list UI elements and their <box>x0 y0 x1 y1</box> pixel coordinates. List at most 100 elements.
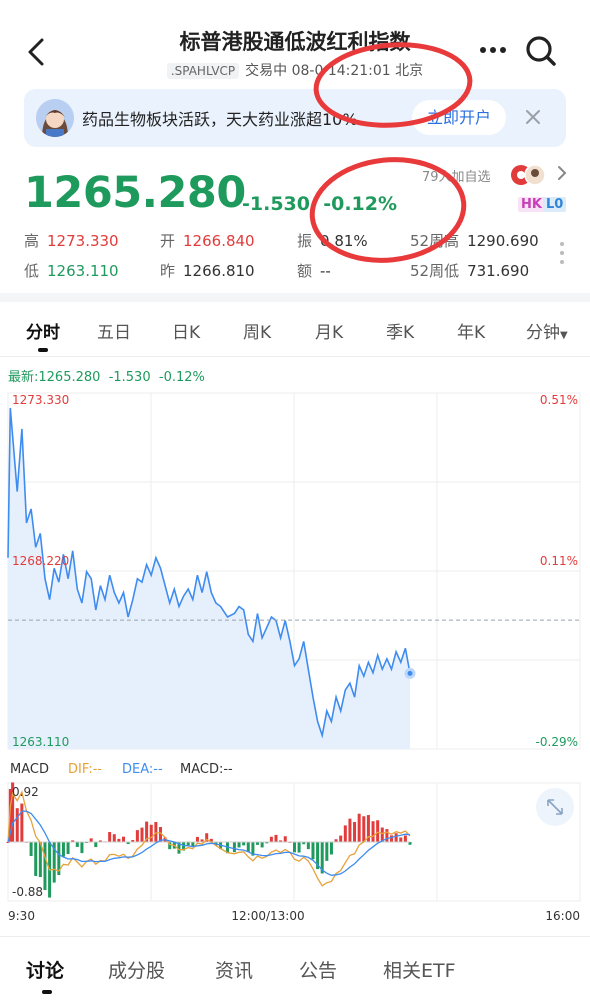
x-label-close: 16:00 <box>545 909 580 923</box>
macd-value: MACD:-- <box>180 762 233 777</box>
tab-quarterly-k[interactable]: 季K <box>386 323 415 343</box>
macd-bar <box>191 842 195 847</box>
stat-open: 开 1266.840 <box>160 232 255 250</box>
price-area <box>8 408 410 749</box>
open-account-button[interactable]: 立即开户 <box>412 100 506 135</box>
macd-bar <box>306 842 310 850</box>
stat-amplitude: 振 0.81% <box>297 232 368 250</box>
l0-badge: L0 <box>543 197 567 212</box>
macd-bar <box>311 842 315 860</box>
tabs-divider <box>0 356 590 357</box>
tab-monthly-k[interactable]: 月K <box>315 323 344 343</box>
promo-banner[interactable]: 药品生物板块活跃，天大药业涨超10% 立即开户 <box>24 89 566 147</box>
macd-bar <box>75 842 79 847</box>
tab-yearly-k[interactable]: 年K <box>457 323 486 343</box>
macd-bar <box>145 821 149 842</box>
tab-intraday[interactable]: 分时 <box>26 323 60 343</box>
tab-announcements[interactable]: 公告 <box>299 960 338 982</box>
macd-bar <box>131 840 135 842</box>
macd-bar <box>20 803 24 842</box>
macd-bar <box>98 840 102 842</box>
macd-bar <box>334 839 338 842</box>
macd-bar <box>376 820 380 842</box>
macd-bar <box>246 842 250 853</box>
close-icon[interactable] <box>522 106 544 128</box>
y-right-top: 0.51% <box>540 393 578 407</box>
y-right-bottom: -0.29% <box>536 735 578 749</box>
more-icon[interactable] <box>478 38 508 62</box>
follow-count[interactable]: 79人加自选 <box>422 170 491 185</box>
macd-bar <box>108 832 112 842</box>
section-divider <box>0 293 590 302</box>
macd-bar <box>316 842 320 870</box>
follower-avatars-icon[interactable] <box>510 161 546 189</box>
macd-bar <box>61 842 65 857</box>
macd-bar <box>256 842 260 845</box>
macd-bar <box>357 813 361 842</box>
macd-bar <box>135 830 139 842</box>
date-text: 08-0 <box>291 63 324 79</box>
macd-bar <box>15 808 19 842</box>
index-code: .SPAHLVCP <box>166 63 240 79</box>
stat-52w-high: 52周高 1290.690 <box>410 232 539 250</box>
banner-text: 药品生物板块活跃，天大药业涨超10% <box>82 110 358 129</box>
macd-bar <box>71 840 75 842</box>
bottom-tab-indicator <box>42 990 52 994</box>
macd-bar <box>343 825 347 842</box>
macd-bar <box>394 833 398 842</box>
macd-bar <box>366 815 370 842</box>
macd-bar <box>408 842 412 845</box>
stat-prev-close: 昨 1266.810 <box>160 262 255 280</box>
chevron-right-icon[interactable] <box>555 165 569 181</box>
macd-dea: DEA:-- <box>122 762 163 777</box>
bottom-divider <box>0 936 590 937</box>
macd-histogram <box>6 782 581 902</box>
avatar <box>36 99 74 137</box>
city-text: 北京 <box>395 63 424 79</box>
macd-bar <box>269 836 273 842</box>
back-arrow-icon[interactable] <box>22 36 54 68</box>
dif-line <box>7 790 411 887</box>
macd-bar <box>362 816 366 842</box>
macd-bar <box>182 842 186 851</box>
macd-bar <box>29 842 33 857</box>
x-label-open: 9:30 <box>8 909 35 923</box>
current-price: 1265.280 <box>24 168 246 218</box>
search-icon[interactable] <box>524 34 558 68</box>
y-left-top: 1273.330 <box>12 393 69 407</box>
intraday-chart[interactable]: 1273.330 1268.220 1263.110 0.51% 0.11% -… <box>0 385 590 925</box>
caret-down-icon: ▼ <box>560 330 568 341</box>
macd-bar <box>329 842 333 855</box>
tab-minute[interactable]: 分钟▼ <box>526 323 568 343</box>
macd-bar <box>195 836 199 842</box>
macd-bar <box>320 842 324 874</box>
price-line <box>7 407 411 739</box>
tab-daily-k[interactable]: 日K <box>172 323 201 343</box>
macd-bar <box>265 842 269 844</box>
time-text: 14:21:01 <box>327 63 391 79</box>
tab-weekly-k[interactable]: 周K <box>243 323 272 343</box>
tab-news[interactable]: 资讯 <box>215 960 254 982</box>
macd-bar <box>385 829 389 842</box>
macd-bar <box>11 782 15 842</box>
macd-bar <box>149 824 153 842</box>
macd-bar <box>80 842 84 854</box>
macd-bar <box>380 827 384 842</box>
macd-bar <box>279 840 283 842</box>
hk-badge: HK <box>518 197 545 212</box>
x-label-midday: 12:00/13:00 <box>231 909 304 923</box>
macd-label: MACD <box>10 762 49 777</box>
stat-high: 高 1273.330 <box>24 232 119 250</box>
macd-bar <box>371 821 375 842</box>
vertical-dots-icon[interactable] <box>558 240 566 266</box>
tab-constituents[interactable]: 成分股 <box>108 960 166 982</box>
macd-bar <box>399 837 403 842</box>
tab-discussion[interactable]: 讨论 <box>26 960 65 982</box>
macd-bar <box>390 835 394 842</box>
tab-five-day[interactable]: 五日 <box>97 323 131 343</box>
macd-bar <box>66 842 70 855</box>
macd-bar <box>126 842 130 845</box>
tab-related-etf[interactable]: 相关ETF <box>383 960 456 982</box>
y-left-bottom: 1263.110 <box>12 735 69 749</box>
macd-bar <box>186 842 190 846</box>
